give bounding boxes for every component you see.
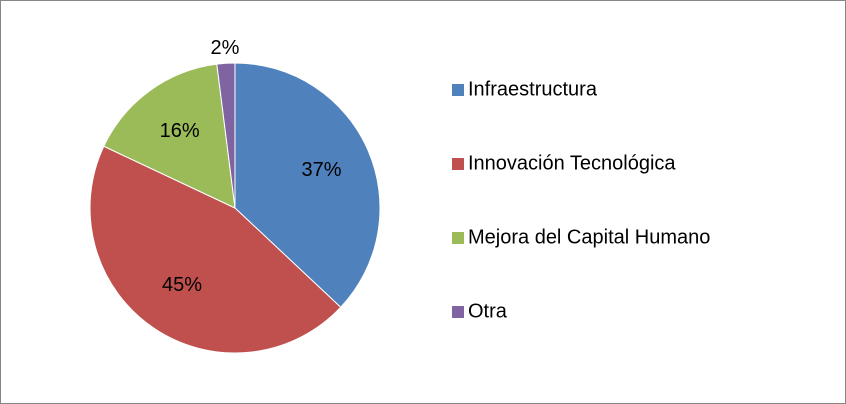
legend-label: Infraestructura xyxy=(468,78,598,100)
pie-slice xyxy=(216,62,236,209)
legend-label: Otra xyxy=(468,300,508,322)
data-label: 2% xyxy=(211,37,240,59)
pie-slice xyxy=(234,62,381,308)
pie-slice xyxy=(103,63,236,209)
data-label: 45% xyxy=(162,274,202,296)
legend-swatch xyxy=(452,158,464,170)
pie-slice xyxy=(89,145,342,354)
legend-label: Mejora del Capital Humano xyxy=(468,226,710,248)
legend-swatch xyxy=(452,232,464,244)
data-label: 16% xyxy=(160,120,200,142)
legend-swatch xyxy=(452,306,464,318)
legend-swatch xyxy=(452,84,464,96)
data-label: 37% xyxy=(301,159,341,181)
legend-label: Innovación Tecnológica xyxy=(468,152,676,174)
